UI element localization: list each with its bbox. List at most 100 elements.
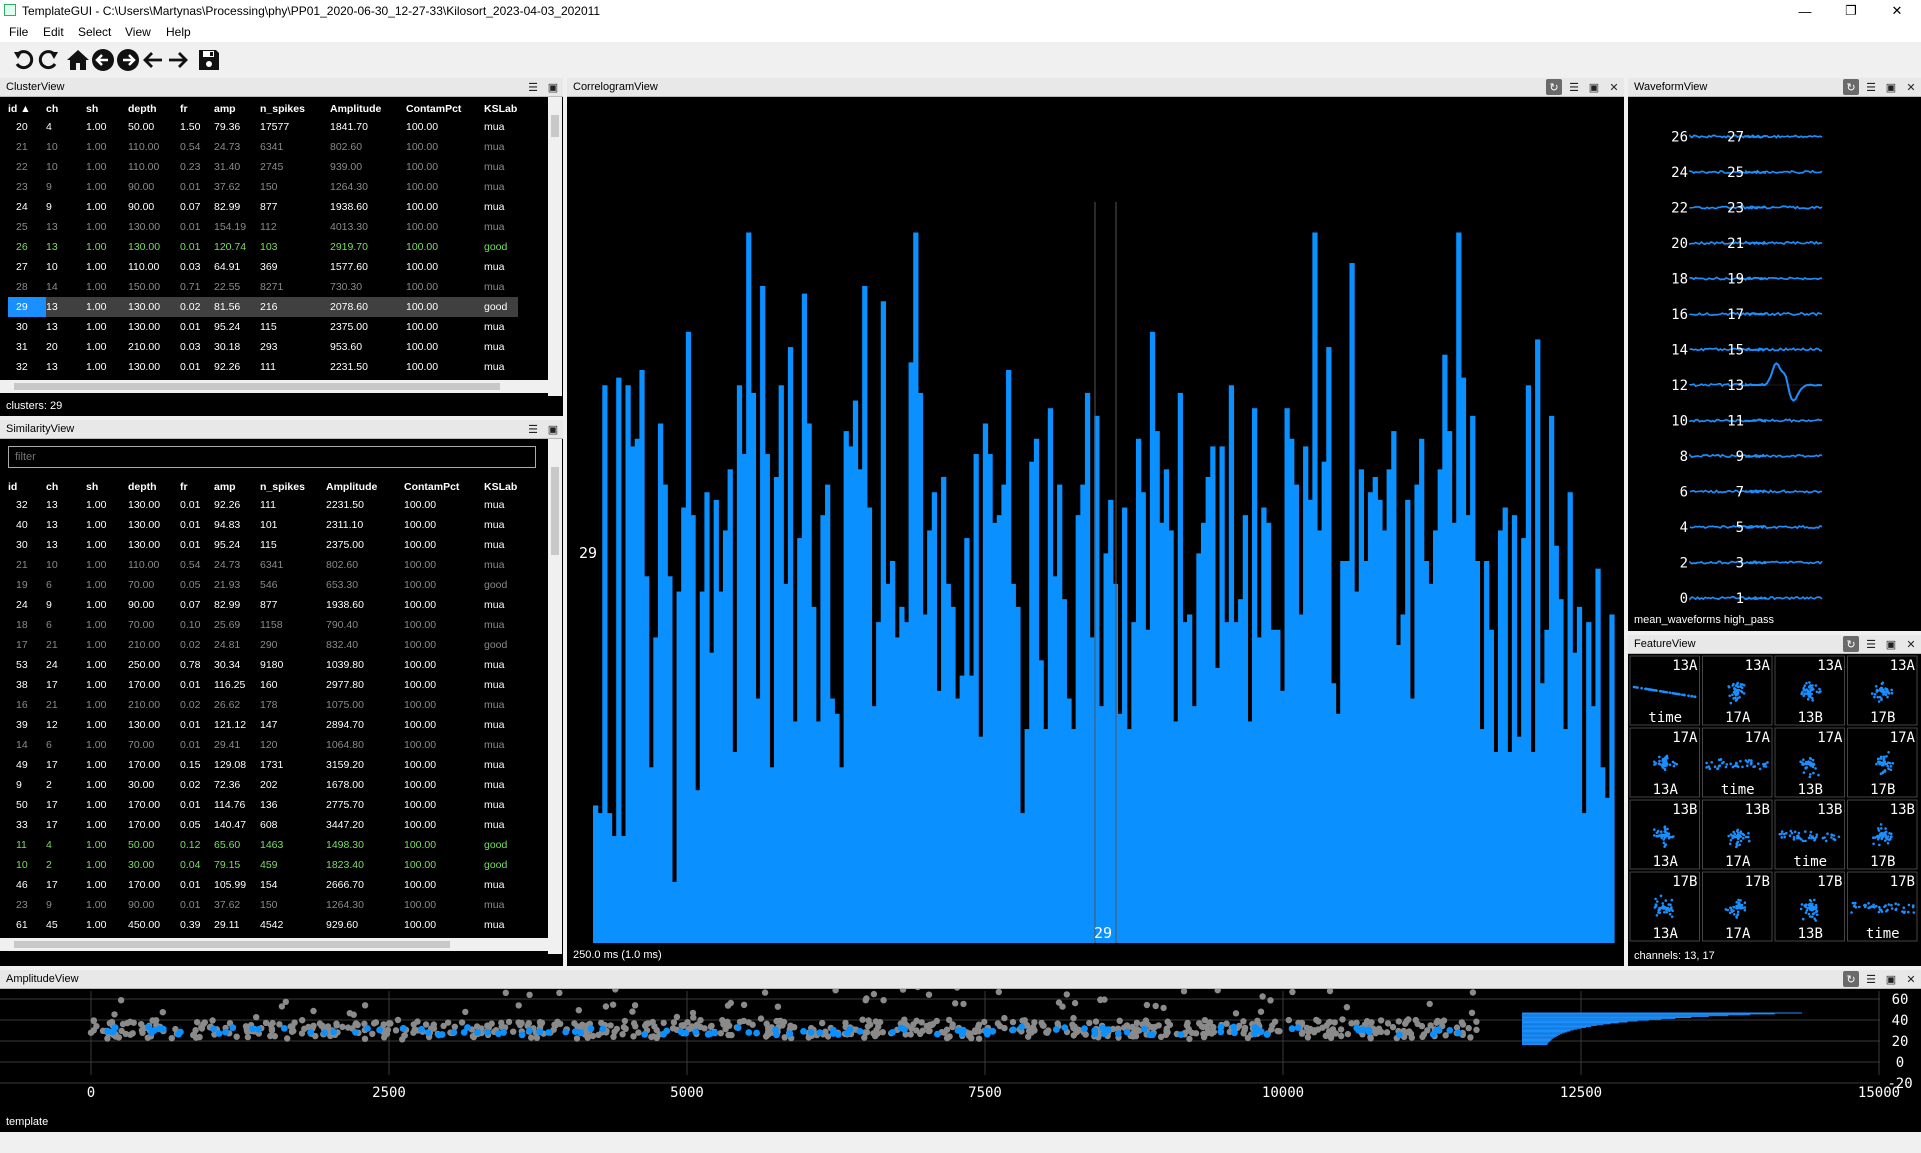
table-row[interactable]: 18 6 1.00 70.00 0.10 25.69 1158 790.40 100.00 mua bbox=[8, 615, 518, 635]
table-row[interactable]: 31 20 1.00 210.00 0.03 30.18 293 953.60 100.00 mu… bbox=[8, 337, 518, 357]
camera-icon[interactable]: ▣ bbox=[1588, 81, 1600, 94]
column-header[interactable]: depth bbox=[128, 102, 157, 115]
table-row[interactable]: 27 10 1.00 110.00 0.03 64.91 369 1577.60 100.00 m… bbox=[8, 257, 518, 277]
table-row[interactable]: 49 17 1.00 170.00 0.15 129.08 1731 3159.20 100.0… bbox=[8, 755, 518, 775]
column-header[interactable]: ch bbox=[46, 480, 59, 493]
column-header[interactable]: Amplitude bbox=[326, 480, 378, 493]
close-panel-icon[interactable]: ✕ bbox=[1906, 973, 1916, 986]
scroll-thumb[interactable] bbox=[14, 383, 500, 390]
save-icon[interactable] bbox=[195, 46, 223, 74]
table-row[interactable]: 23 9 1.00 90.00 0.01 37.62 150 1264.30 100.00 mua bbox=[8, 895, 518, 915]
column-header[interactable]: sh bbox=[86, 102, 99, 115]
table-row[interactable]: 24 9 1.00 90.00 0.07 82.99 877 1938.60 100.00 mua bbox=[8, 197, 518, 217]
arrow-left-icon[interactable] bbox=[139, 46, 167, 74]
close-panel-icon[interactable]: ✕ bbox=[1906, 638, 1916, 651]
table-row[interactable]: 30 13 1.00 130.00 0.01 95.24 115 2375.00 100.00 m… bbox=[8, 535, 518, 555]
table-row[interactable]: 11 4 1.00 50.00 0.12 65.60 1463 1498.30 100.00 go… bbox=[8, 835, 518, 855]
table-row[interactable]: 40 13 1.00 130.00 0.01 94.83 101 2311.10 100.00 m… bbox=[8, 515, 518, 535]
close-panel-icon[interactable]: ✕ bbox=[1906, 81, 1916, 94]
table-row[interactable]: 61 45 1.00 450.00 0.39 29.11 4542 929.60 100.00 m… bbox=[8, 915, 518, 935]
table-row[interactable]: 24 9 1.00 90.00 0.07 82.99 877 1938.60 100.00 mua bbox=[8, 595, 518, 615]
column-header[interactable]: id bbox=[8, 480, 18, 493]
menu-select[interactable]: Select bbox=[78, 25, 112, 39]
table-row[interactable]: 17 21 1.00 210.00 0.02 24.81 290 832.40 100.00 go… bbox=[8, 635, 518, 655]
table-row[interactable]: 39 12 1.00 130.00 0.01 121.12 147 2894.70 100.00… bbox=[8, 715, 518, 735]
menu-icon[interactable]: ☰ bbox=[1866, 638, 1876, 651]
column-header[interactable]: depth bbox=[128, 480, 157, 493]
table-row[interactable]: 33 17 1.00 170.00 0.05 140.47 608 3447.20 100.00… bbox=[8, 815, 518, 835]
cluster-horizontal-scrollbar[interactable] bbox=[0, 380, 548, 393]
table-row[interactable]: 22 10 1.00 110.00 0.23 31.40 2745 939.00 100.00 m… bbox=[8, 157, 518, 177]
menu-icon[interactable]: ☰ bbox=[1569, 81, 1579, 94]
table-row[interactable]: 46 17 1.00 170.00 0.01 105.99 154 2666.70 100.00… bbox=[8, 875, 518, 895]
circle-arrow-left-icon[interactable] bbox=[89, 46, 117, 74]
refresh-icon[interactable]: ↻ bbox=[1843, 79, 1859, 95]
amplitude-plot[interactable]: 0 2500 5000 7500 10000 12500 15000 60 40 20 0 -20 bbox=[0, 989, 1921, 1113]
redo-icon[interactable] bbox=[34, 46, 62, 74]
menu-help[interactable]: Help bbox=[166, 25, 191, 39]
refresh-icon[interactable]: ↻ bbox=[1843, 971, 1859, 987]
camera-icon[interactable]: ▣ bbox=[1885, 973, 1897, 986]
column-header[interactable]: KSLab bbox=[484, 102, 518, 115]
column-header[interactable]: n_spikes bbox=[260, 480, 305, 493]
table-row[interactable]: 26 13 1.00 130.00 0.01 120.74 103 2919.70 100.00… bbox=[8, 237, 518, 257]
arrow-right-icon[interactable] bbox=[164, 46, 192, 74]
menu-file[interactable]: File bbox=[9, 25, 29, 39]
table-row[interactable]: 32 13 1.00 130.00 0.01 92.26 111 2231.50 100.00 m… bbox=[8, 357, 518, 377]
close-panel-icon[interactable]: ✕ bbox=[1609, 81, 1619, 94]
column-header[interactable]: fr bbox=[180, 102, 188, 115]
menu-icon[interactable]: ☰ bbox=[528, 423, 538, 436]
menu-view[interactable]: View bbox=[125, 25, 151, 39]
column-header[interactable]: KSLab bbox=[484, 480, 518, 493]
table-row[interactable]: 21 10 1.00 110.00 0.54 24.73 6341 802.60 100.00 m… bbox=[8, 555, 518, 575]
column-header[interactable]: n_spikes bbox=[260, 102, 305, 115]
similarity-horizontal-scrollbar[interactable] bbox=[0, 938, 548, 951]
minimize-button[interactable]: — bbox=[1798, 3, 1812, 19]
filter-input[interactable] bbox=[8, 446, 536, 468]
camera-icon[interactable]: ▣ bbox=[1885, 638, 1897, 651]
table-row[interactable]: 10 2 1.00 30.00 0.04 79.15 459 1823.40 100.00 goo… bbox=[8, 855, 518, 875]
correlogram-plot[interactable] bbox=[567, 97, 1624, 946]
table-row[interactable]: 19 6 1.00 70.00 0.05 21.93 546 653.30 100.00 good bbox=[8, 575, 518, 595]
feature-plot-grid[interactable]: 13A time 13A 17A 13A 13B 13A 17B 17A 13A 17A time 17… bbox=[1628, 654, 1921, 946]
table-row[interactable]: 53 24 1.00 250.00 0.78 30.34 9180 1039.80 100.00… bbox=[8, 655, 518, 675]
table-row[interactable]: 16 21 1.00 210.00 0.02 26.62 178 1075.00 100.00 m… bbox=[8, 695, 518, 715]
table-row[interactable]: 20 4 1.00 50.00 1.50 79.36 17577 1841.70 100.00 m… bbox=[8, 117, 518, 137]
table-row[interactable]: 21 10 1.00 110.00 0.54 24.73 6341 802.60 100.00 m… bbox=[8, 137, 518, 157]
refresh-icon[interactable]: ↻ bbox=[1546, 79, 1562, 95]
column-header[interactable]: ContamPct bbox=[404, 480, 460, 493]
column-header[interactable]: sh bbox=[86, 480, 99, 493]
camera-icon[interactable]: ▣ bbox=[1885, 81, 1897, 94]
menu-icon[interactable]: ☰ bbox=[1866, 973, 1876, 986]
menu-icon[interactable]: ☰ bbox=[1866, 81, 1876, 94]
circle-arrow-right-icon[interactable] bbox=[114, 46, 142, 74]
scroll-thumb[interactable] bbox=[551, 467, 559, 555]
table-row[interactable]: 32 13 1.00 130.00 0.01 92.26 111 2231.50 100.00 m… bbox=[8, 495, 518, 515]
menu-edit[interactable]: Edit bbox=[43, 25, 64, 39]
table-row[interactable]: 23 9 1.00 90.00 0.01 37.62 150 1264.30 100.00 mua bbox=[8, 177, 518, 197]
maximize-button[interactable]: ❐ bbox=[1845, 3, 1857, 18]
column-header[interactable]: fr bbox=[180, 480, 188, 493]
column-header[interactable]: id ▲ bbox=[8, 102, 31, 115]
table-row[interactable]: 30 13 1.00 130.00 0.01 95.24 115 2375.00 100.00 m… bbox=[8, 317, 518, 337]
camera-icon[interactable]: ▣ bbox=[547, 423, 559, 436]
refresh-icon[interactable]: ↻ bbox=[1843, 636, 1859, 652]
camera-icon[interactable]: ▣ bbox=[547, 81, 559, 94]
table-row[interactable]: 50 17 1.00 170.00 0.01 114.76 136 2775.70 100.00… bbox=[8, 795, 518, 815]
scroll-thumb[interactable] bbox=[551, 115, 559, 137]
column-header[interactable]: ch bbox=[46, 102, 59, 115]
table-row[interactable]: 38 17 1.00 170.00 0.01 116.25 160 2977.80 100.00… bbox=[8, 675, 518, 695]
column-header[interactable]: ContamPct bbox=[406, 102, 462, 115]
column-header[interactable]: Amplitude bbox=[330, 102, 382, 115]
table-row[interactable]: 29 13 1.00 130.00 0.02 81.56 216 2078.60 100.00 g… bbox=[8, 297, 518, 317]
menu-icon[interactable]: ☰ bbox=[528, 81, 538, 94]
cluster-vertical-scrollbar[interactable] bbox=[548, 97, 562, 397]
similarity-vertical-scrollbar[interactable] bbox=[548, 439, 562, 954]
close-button[interactable]: ✕ bbox=[1891, 3, 1903, 18]
waveform-plot[interactable]: 2826272425222320211819161714151213101189… bbox=[1628, 97, 1921, 611]
table-row[interactable]: 25 13 1.00 130.00 0.01 154.19 112 4013.30 100.00… bbox=[8, 217, 518, 237]
table-row[interactable]: 14 6 1.00 70.00 0.01 29.41 120 1064.80 100.00 mua bbox=[8, 735, 518, 755]
column-header[interactable]: amp bbox=[214, 102, 236, 115]
table-row[interactable]: 28 14 1.00 150.00 0.71 22.55 8271 730.30 100.00 m… bbox=[8, 277, 518, 297]
feature-subplot[interactable] bbox=[1629, 655, 1700, 726]
